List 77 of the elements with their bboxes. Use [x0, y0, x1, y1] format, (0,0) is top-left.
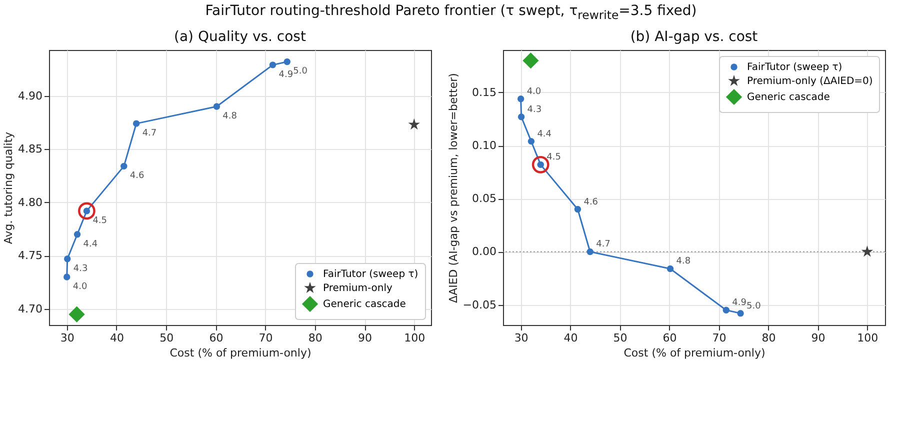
- annotation: 4.5: [546, 152, 561, 163]
- text: FairTutor routing-threshold Pareto frontier (τ swept, τ$_{rewrite}$=3.5 fixed): [204, 2, 698, 24]
- chart-title: (b) AI-gap vs. cost: [630, 29, 758, 45]
- annotation: 4.0: [72, 282, 88, 292]
- point: [737, 310, 744, 317]
- annotation: 4.9: [278, 70, 294, 80]
- y-tick-label: 0.00: [472, 245, 496, 258]
- legend-label: FairTutor (sweep τ): [323, 269, 418, 280]
- annotation: 4.7: [596, 240, 610, 250]
- point: [666, 265, 674, 272]
- x-tick-label: 50: [613, 332, 628, 344]
- point: [68, 306, 85, 322]
- annotation: 4.6: [584, 197, 598, 208]
- x-tick-label: 30: [60, 332, 74, 344]
- x-axis-title: Cost (% of premium-only): [170, 346, 312, 360]
- x-tick-label: 70: [258, 332, 273, 344]
- x-tick-label: 60: [209, 332, 224, 344]
- x-tick-label: 100: [404, 332, 426, 344]
- x-tick-label: 100: [857, 332, 878, 344]
- y-axis-title: Avg. tutoring quality: [2, 131, 16, 244]
- annotation: 5.0: [293, 66, 308, 77]
- point: [861, 246, 874, 257]
- chart-title: (a) Quality vs. cost: [174, 29, 306, 45]
- annotation: 4.3: [73, 264, 88, 274]
- x-tick-label: 80: [762, 332, 776, 344]
- annotation: 4.8: [222, 111, 238, 122]
- y-tick-label: 4.75: [18, 249, 42, 262]
- y-tick-label: −0.05: [462, 298, 496, 312]
- point: [586, 248, 594, 256]
- y-axis-title: ΔAIED (AI-gap vs premium, lower=better): [446, 73, 460, 303]
- x-tick-label: 30: [514, 332, 528, 344]
- annotation: 4.7: [142, 128, 157, 139]
- legend-label: Generic cascade: [323, 299, 406, 310]
- point: [132, 120, 140, 127]
- x-tick-label: 60: [662, 332, 677, 344]
- point: [408, 118, 420, 130]
- annotation: 4.5: [92, 216, 108, 226]
- annotation: 4.8: [676, 256, 691, 267]
- annotation: 4.3: [527, 104, 542, 115]
- point: [64, 274, 70, 280]
- y-tick-label: 4.70: [18, 302, 42, 316]
- x-axis-title: Cost (% of premium-only): [624, 346, 766, 360]
- point: [269, 62, 276, 68]
- annotation: 4.6: [130, 171, 144, 182]
- y-tick-label: 4.90: [18, 89, 42, 102]
- point: [722, 306, 730, 314]
- annotation: 4.4: [537, 129, 552, 140]
- y-tick-label: 0.15: [472, 86, 496, 99]
- point: [284, 58, 290, 66]
- x-tick-label: 50: [160, 332, 174, 344]
- point: [528, 138, 535, 145]
- legend-label: Premium-only (ΔAIED=0): [747, 76, 873, 87]
- annotation: 4.4: [83, 239, 98, 250]
- y-tick-label: 4.85: [18, 142, 42, 156]
- legend-label: Premium-only: [323, 283, 393, 294]
- legend-label: FairTutor (sweep τ): [747, 62, 842, 73]
- y-tick-label: 0.10: [472, 139, 496, 152]
- x-tick-label: 80: [308, 332, 322, 344]
- annotation: 5.0: [746, 301, 762, 312]
- annotation: 4.9: [732, 298, 747, 308]
- x-tick-label: 40: [564, 332, 578, 344]
- point: [213, 103, 220, 110]
- annotation: 4.0: [526, 86, 542, 97]
- x-tick-label: 40: [110, 332, 124, 344]
- y-tick-label: 0.05: [472, 192, 496, 206]
- y-tick-label: 4.80: [18, 196, 42, 209]
- legend-label: Generic cascade: [747, 92, 830, 103]
- point: [64, 256, 71, 262]
- x-tick-label: 90: [811, 332, 826, 344]
- point: [74, 231, 81, 238]
- point: [574, 206, 582, 213]
- point: [518, 114, 525, 120]
- x-tick-label: 90: [358, 332, 372, 344]
- x-tick-label: 70: [712, 332, 726, 344]
- point: [522, 52, 539, 69]
- point: [120, 162, 128, 170]
- point: [517, 95, 524, 102]
